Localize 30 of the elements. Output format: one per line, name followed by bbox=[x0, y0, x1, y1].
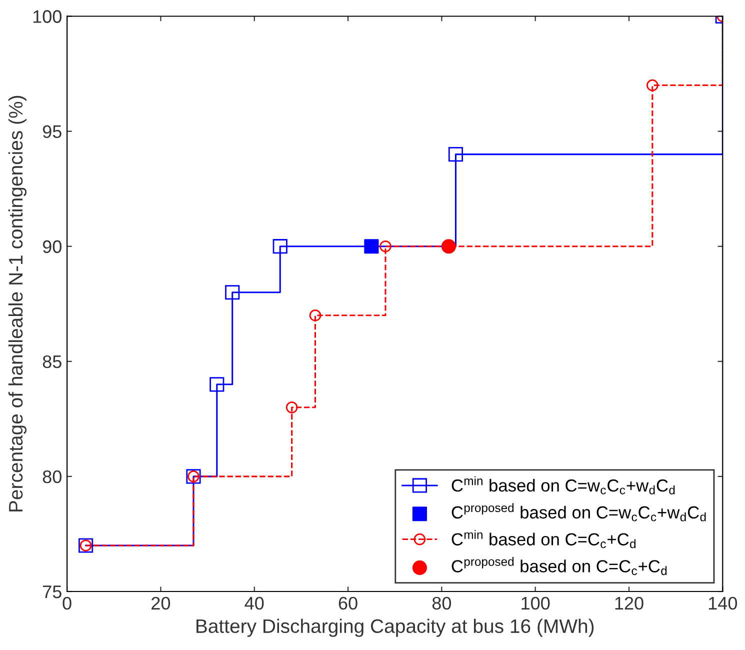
y-tick-label: 85 bbox=[42, 355, 62, 368]
x-tick-label: 40 bbox=[244, 596, 264, 610]
text: C$^{proposed}$ based on C=w$_{c}$C$_{c}$+w$_{d}$C$_{d}$ bbox=[452, 503, 706, 522]
legend-label: C$^{min}$ based on C=C$_{c}$+C$_{d}$ bbox=[452, 530, 636, 548]
point bbox=[309, 309, 322, 322]
point bbox=[646, 79, 658, 92]
x-axis-title: Battery Discharging Capacity at bus 16 (MWh) bbox=[196, 618, 594, 637]
point bbox=[448, 147, 464, 162]
x-tick-label: 0 bbox=[62, 596, 72, 610]
point bbox=[225, 285, 240, 300]
point bbox=[210, 377, 224, 392]
y-tick-label: 90 bbox=[42, 240, 62, 254]
point bbox=[364, 239, 379, 254]
y-tick-label: 100 bbox=[33, 10, 62, 23]
legend-label: C$^{proposed}$ based on C=C$_{c}$+C$_{d}$ bbox=[452, 556, 667, 576]
point bbox=[380, 240, 392, 252]
x-tick-label: 140 bbox=[708, 596, 738, 610]
text: C$^{min}$ based on C=w$_{c}$C$_{c}$+w$_{d}$C$_{d}$ bbox=[452, 476, 675, 494]
point bbox=[441, 239, 456, 254]
y-axis-title: Percentage of handleable N-1 contingencies (%) bbox=[8, 96, 27, 512]
y-tick-label: 80 bbox=[42, 470, 62, 484]
x-tick-label: 80 bbox=[432, 596, 452, 610]
y-tick-label: 95 bbox=[42, 125, 62, 138]
y-tick-label: 75 bbox=[43, 586, 62, 598]
x-tick-label: 60 bbox=[338, 596, 358, 610]
x-tick-label: 20 bbox=[152, 596, 170, 610]
point bbox=[286, 402, 298, 414]
x-tick-label: 100 bbox=[522, 596, 550, 610]
x-tick-label: 120 bbox=[615, 596, 644, 610]
point bbox=[272, 239, 288, 254]
